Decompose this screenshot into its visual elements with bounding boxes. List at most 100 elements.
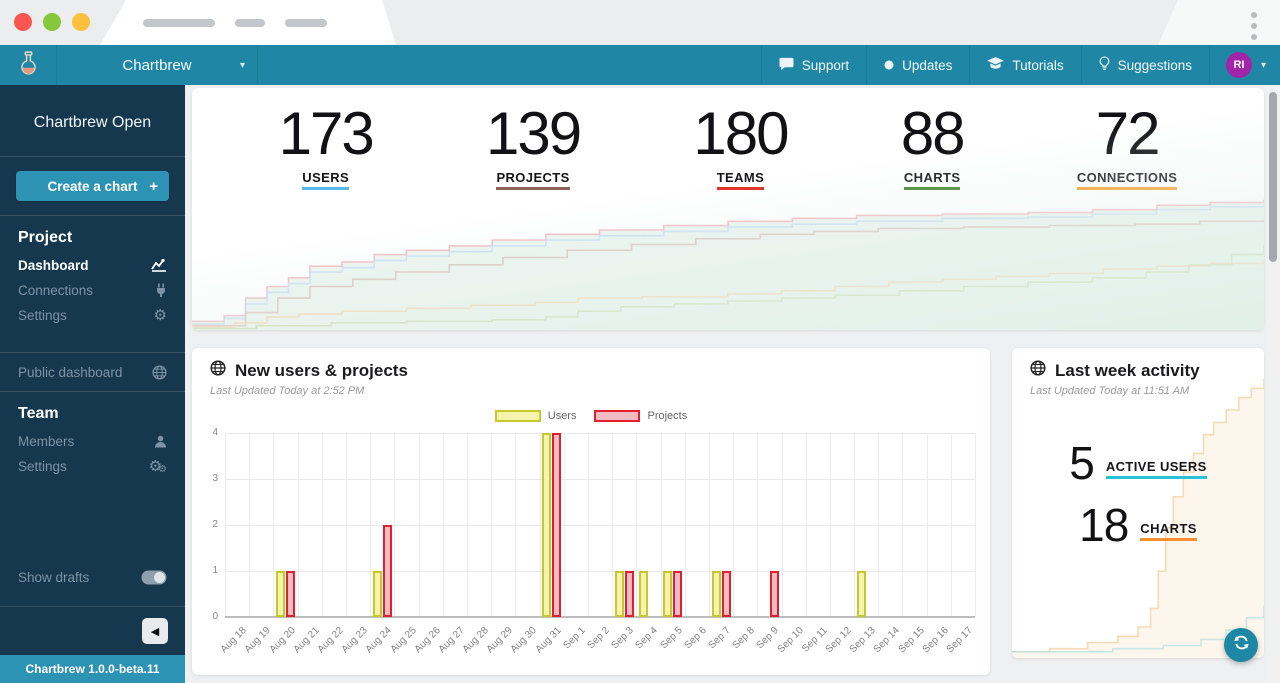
team-section-heading: Team [18,405,59,422]
graduation-cap-icon [987,57,1005,73]
plus-icon: + [149,177,158,195]
browser-tab[interactable] [100,0,396,45]
sidebar-item-settings[interactable]: Settings ⚙ [0,303,185,328]
projects-bar [673,571,683,617]
x-axis-label: Sep 11 [799,625,830,655]
workspace-title: Chartbrew Open [33,114,152,131]
kpi-value: 180 [693,100,789,167]
nav-item-label: Support [801,57,850,73]
legend-item-users[interactable]: Users [494,410,577,422]
gear-icon: ⚙ [153,307,167,324]
projects-bar [769,571,779,617]
activity-stat-label: CHARTS [1140,521,1197,541]
overview-banner: 173 USERS 139 PROJECTS 180 TEAMS 88 CHARTS 72 CON… [192,88,1264,330]
users-bar [372,571,382,617]
show-drafts-toggle-row[interactable]: Show drafts [0,565,185,590]
users-bar [276,571,285,617]
refresh-button[interactable] [1224,628,1258,662]
tab-placeholder [235,19,265,27]
sidebar-item-team-members[interactable]: Members [0,429,185,454]
activity-stat-label: ACTIVE USERS [1105,459,1207,479]
x-axis-label: Sep 13 [847,625,878,656]
kpi-label: CHARTS [903,170,961,190]
project-selector-label: Chartbrew [122,56,192,74]
sidebar-item-dashboard[interactable]: Dashboard [0,253,185,278]
chat-icon [779,57,794,74]
maximize-window-button[interactable] [72,13,90,31]
sidebar-item-label: Members [18,434,75,449]
x-axis-label: Aug 30 [508,625,540,656]
grid-line [225,479,975,480]
sidebar: Chartbrew Open Create a chart + Project … [0,85,185,683]
activity-stat-charts: 18 CHARTS [1012,502,1264,548]
users-bar [542,433,552,617]
y-axis-tick: 4 [212,427,218,438]
x-axis-label: Sep 1 [561,625,588,652]
project-selector[interactable]: Chartbrew ▾ [56,45,258,85]
sidebar-item-label: Settings [18,308,67,323]
chevron-down-icon[interactable]: ▾ [1260,59,1266,71]
globe-icon [210,360,226,381]
dot-icon [884,58,894,73]
scrollbar-thumb[interactable] [1269,92,1277,262]
window-controls [14,13,90,31]
card-header: New users & projects Last Updated Today … [210,360,408,397]
x-axis-label: Aug 22 [315,625,346,656]
sidebar-item-label: Dashboard [18,258,89,273]
projects-bar [624,571,634,617]
toggle-icon[interactable] [141,570,167,585]
projects-bar [721,571,731,617]
activity-stats: 5 ACTIVE USERS 18 CHARTS [1012,440,1264,548]
close-window-button[interactable] [14,13,32,31]
x-axis-label: Sep 12 [823,625,854,656]
last-updated-text: Last Updated Today at 11:51 AM [1030,385,1190,397]
globe-icon [1030,360,1046,381]
x-axis-label: Aug 23 [339,625,370,656]
app-version: Chartbrew 1.0.0-beta.11 [0,655,185,683]
overview-trend-chart [192,199,1264,330]
nav-item-tutorials[interactable]: Tutorials [969,45,1080,85]
browser-menu-icon[interactable] [1250,12,1258,40]
x-axis-label: Aug 25 [388,625,419,656]
sidebar-item-label: Connections [18,283,94,298]
x-axis-label: Sep 8 [730,625,757,652]
nav-item-label: Updates [902,57,953,73]
kpi-stat-connections: 72 CONNECTIONS [1076,102,1178,190]
minimize-window-button[interactable] [43,13,61,31]
collapse-sidebar-button[interactable]: ◀ [142,618,168,644]
kpi-value: 173 [278,100,375,167]
sidebar-item-public-dashboard[interactable]: Public dashboard [0,353,185,391]
kpi-stat-users: 173 USERS [278,100,375,190]
avatar[interactable]: RI [1225,52,1252,78]
kpi-label: PROJECTS [496,170,570,190]
create-chart-label: Create a chart [47,178,138,194]
nav-item-updates[interactable]: Updates [866,45,969,85]
x-axis-label: Sep 14 [871,625,903,656]
x-axis-label: Sep 6 [682,625,709,652]
x-axis-label: Sep 7 [706,625,733,652]
y-axis-tick: 2 [212,519,218,530]
projects-bar [286,571,295,617]
chartbrew-logo-icon[interactable] [0,45,56,85]
x-axis-label: Aug 20 [267,625,298,656]
divider [0,352,185,353]
x-axis-label: Sep 4 [633,625,661,652]
nav-item-suggestions[interactable]: Suggestions [1080,45,1209,85]
legend-label: Users [547,410,577,422]
y-axis-tick: 3 [212,473,218,484]
card-header: Last week activity Last Updated Today at… [1030,360,1200,397]
legend-item-projects[interactable]: Projects [594,410,687,422]
y-axis-tick: 0 [212,611,218,622]
card-title: New users & projects [235,360,408,380]
activity-stat-value: 18 [1079,499,1129,551]
x-axis-label: Aug 19 [242,625,274,656]
new-tab-area[interactable] [1158,0,1280,45]
x-axis-label: Sep 5 [658,625,685,652]
nav-item-support[interactable]: Support [760,45,866,85]
sidebar-item-team-settings[interactable]: Settings ⚙ ⚙ [0,454,185,479]
scrollbar-track[interactable] [1266,85,1280,683]
divider [0,215,185,216]
create-chart-button[interactable]: Create a chart + [16,171,169,201]
last-week-activity-card: Last week activity Last Updated Today at… [1012,348,1264,658]
sidebar-item-connections[interactable]: Connections [0,278,185,303]
